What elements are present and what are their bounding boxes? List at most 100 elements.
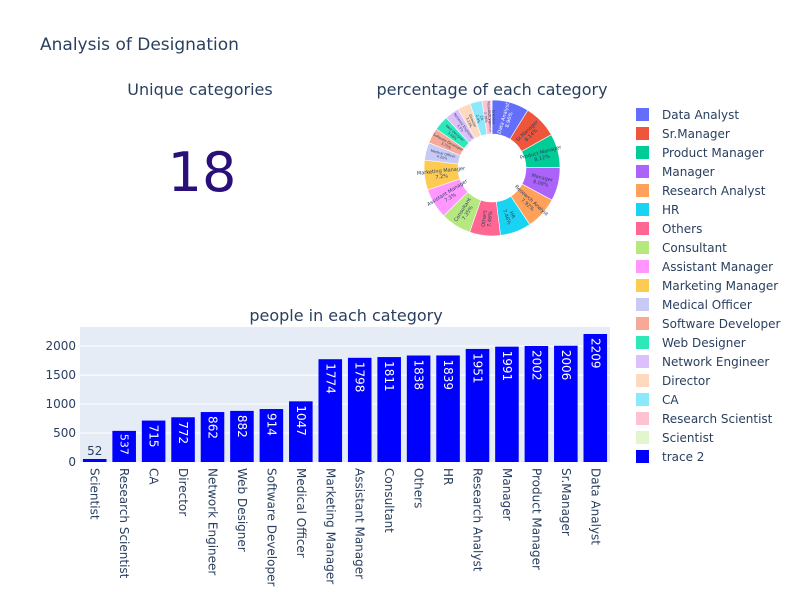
legend-item[interactable]: Research Analyst (636, 184, 766, 198)
bar-value-label: 1811 (382, 361, 396, 392)
legend-item[interactable]: Web Designer (636, 336, 746, 350)
legend-item[interactable]: Director (636, 374, 710, 388)
bar-value-label: 52 (87, 444, 102, 458)
bar-value-label: 2006 (559, 350, 573, 381)
y-tick-label: 500 (53, 426, 76, 440)
legend-swatch (636, 203, 649, 216)
x-tick-label: HR (441, 468, 455, 485)
legend-swatch (636, 108, 649, 121)
bar[interactable] (436, 355, 460, 462)
legend-label: Product Manager (662, 146, 764, 160)
x-tick-label: Network Engineer (206, 468, 220, 575)
x-tick-label: Web Designer (235, 468, 249, 552)
bar[interactable] (289, 401, 313, 462)
donut-slice-label: Scientist0.211% (487, 110, 495, 125)
legend-item[interactable]: Data Analyst (636, 108, 739, 122)
legend-label: Network Engineer (662, 355, 769, 369)
legend-item[interactable]: Manager (636, 165, 715, 179)
legend-swatch (636, 279, 649, 292)
legend[interactable]: Data Analyst Sr.Manager Product Manager Man… (636, 108, 780, 464)
legend-label: CA (662, 393, 679, 407)
x-tick-label: Sr.Manager (559, 468, 573, 536)
y-tick-label: 1500 (45, 368, 76, 382)
bar[interactable] (377, 357, 401, 462)
donut-slice-label: HR7.46% (501, 207, 518, 226)
legend-label: Marketing Manager (662, 279, 778, 293)
legend-item[interactable]: Assistant Manager (636, 260, 773, 274)
legend-label: Software Developer (662, 317, 780, 331)
bar[interactable] (406, 355, 431, 462)
legend-label: trace 2 (662, 450, 704, 464)
legend-item[interactable]: Software Developer (636, 317, 780, 331)
pie-title: percentage of each category (376, 80, 607, 99)
legend-swatch (636, 431, 649, 444)
donut-slice-label: Medical Officer4.25% (429, 149, 456, 163)
bar-series (82, 334, 608, 462)
bar[interactable] (465, 348, 490, 462)
x-tick-label: Scientist (88, 468, 102, 520)
bar-value-label: 1047 (294, 405, 308, 436)
legend-item[interactable]: Sr.Manager (636, 127, 730, 141)
bar[interactable] (259, 409, 284, 462)
legend-item[interactable]: Medical Officer (636, 298, 752, 312)
bar-value-label: 2002 (529, 350, 543, 381)
legend-swatch (636, 222, 649, 235)
bar[interactable] (82, 458, 107, 462)
legend-label: Others (662, 222, 702, 236)
legend-item[interactable]: Network Engineer (636, 355, 769, 369)
bar-value-label: 2209 (588, 338, 602, 369)
x-tick-label: Research Scientist (117, 468, 131, 579)
legend-swatch (636, 260, 649, 273)
legend-label: Sr.Manager (662, 127, 730, 141)
legend-label: Scientist (662, 431, 714, 445)
bar[interactable] (554, 345, 578, 462)
bar[interactable] (112, 430, 136, 462)
x-tick-label: Others (412, 468, 426, 508)
bar[interactable] (524, 346, 549, 462)
y-axis-ticks: 0 500 1000 1500 2000 (45, 339, 76, 469)
legend-swatch (636, 336, 649, 349)
y-tick-label: 0 (68, 455, 76, 469)
legend-item[interactable]: Marketing Manager (636, 279, 778, 293)
donut-slice-label: Research Scientist2.18% (482, 101, 492, 133)
x-tick-label: Software Developer (264, 468, 278, 586)
x-tick-label: Product Manager (529, 468, 543, 570)
legend-label: Manager (662, 165, 715, 179)
bar-value-label: 1838 (412, 360, 426, 391)
legend-item[interactable]: trace 2 (636, 450, 704, 464)
bar[interactable] (230, 410, 254, 462)
legend-item[interactable]: Product Manager (636, 146, 764, 160)
bar-value-label: 862 (206, 416, 220, 439)
bar[interactable] (141, 420, 166, 462)
y-tick-label: 2000 (45, 339, 76, 353)
legend-swatch (636, 184, 649, 197)
legend-label: Assistant Manager (662, 260, 773, 274)
x-tick-label: Assistant Manager (353, 468, 367, 579)
legend-swatch (636, 450, 649, 463)
legend-item[interactable]: HR (636, 203, 679, 217)
legend-label: Research Scientist (662, 412, 773, 426)
legend-item[interactable]: Consultant (636, 241, 727, 255)
legend-swatch (636, 412, 649, 425)
bar-value-label: 1991 (500, 351, 514, 382)
x-axis-ticks: Scientist Research Scientist CA Director Net… (88, 468, 603, 586)
figure-title: Analysis of Designation (40, 35, 239, 55)
legend-item[interactable]: Others (636, 222, 702, 236)
donut-slice[interactable] (490, 99, 493, 135)
bar-value-label: 715 (147, 425, 161, 448)
x-tick-label: Research Analyst (471, 468, 485, 572)
bar[interactable] (318, 359, 343, 462)
bar[interactable] (583, 334, 608, 462)
bar[interactable] (200, 412, 225, 462)
legend-item[interactable]: Scientist (636, 431, 714, 445)
legend-swatch (636, 374, 649, 387)
bar[interactable] (171, 417, 195, 462)
bar[interactable] (495, 346, 519, 462)
legend-swatch (636, 393, 649, 406)
legend-label: Data Analyst (662, 108, 739, 122)
legend-item[interactable]: CA (636, 393, 679, 407)
legend-item[interactable]: Research Scientist (636, 412, 773, 426)
donut-slice-label: CA2.9% (475, 113, 485, 124)
bar[interactable] (347, 357, 372, 462)
